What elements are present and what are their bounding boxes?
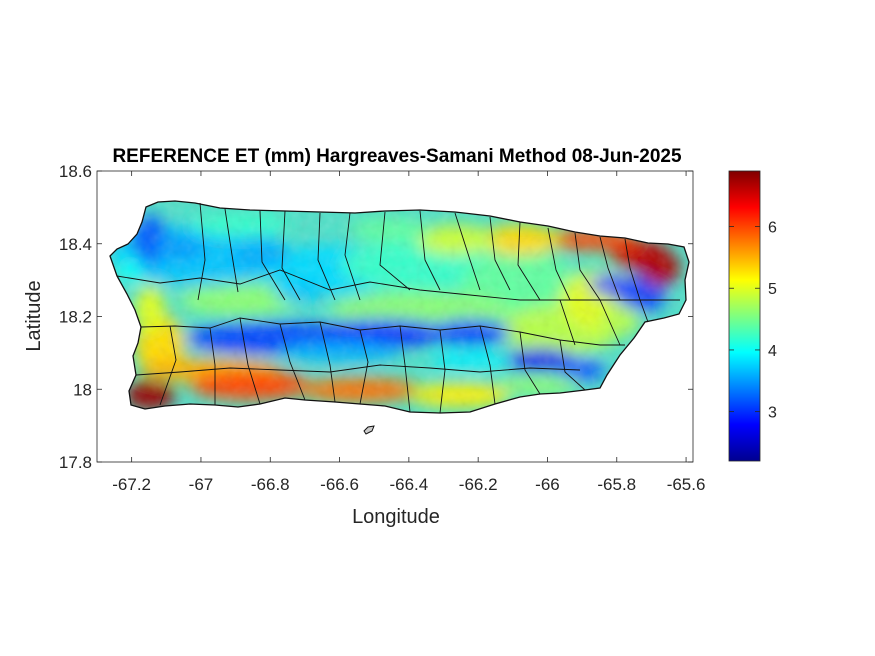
colorbar-tick-label: 4	[768, 343, 777, 360]
municipality-boundary	[159, 325, 177, 406]
municipality-boundary	[419, 210, 441, 291]
island-outline	[109, 200, 690, 414]
x-tick-label: -66.8	[251, 475, 290, 494]
municipality-boundary	[224, 208, 239, 293]
x-tick-label: -65.6	[667, 475, 706, 494]
et-field	[110, 201, 689, 413]
municipality-boundary	[359, 329, 369, 405]
x-tick-label: -67	[189, 475, 214, 494]
y-tick-label: 17.8	[59, 453, 92, 472]
municipality-boundary	[281, 210, 301, 301]
y-axis-label: Latitude	[23, 280, 45, 351]
caja-de-muertos-island	[363, 425, 375, 435]
colorbar-gradient	[728, 170, 761, 462]
x-tick-label: -66.6	[320, 475, 359, 494]
municipality-boundary	[559, 339, 586, 391]
x-tick-label: -65.8	[597, 475, 636, 494]
municipality-boundary	[259, 210, 286, 301]
municipality-boundary	[519, 331, 541, 395]
x-axis-ticks: -67.2 -67 -66.8 -66.6 -66.4 -66.2 -66 -65.8 -65.…	[112, 171, 705, 494]
municipality-boundary	[439, 329, 446, 414]
municipality-boundary	[479, 325, 496, 405]
municipality-boundary	[454, 212, 481, 291]
municipality-boundary	[317, 212, 336, 301]
municipality-boundary	[599, 236, 621, 301]
municipality-boundary	[559, 299, 576, 346]
plot-area: -67.2 -67 -66.8 -66.6 -66.4 -66.2 -66 -65.8 -65.…	[59, 162, 706, 494]
colorbar-ticks: 3 4 5 6	[729, 220, 777, 422]
municipality-boundary	[279, 323, 306, 401]
x-tick-label: -66.2	[459, 475, 498, 494]
x-tick-label: -66.4	[389, 475, 428, 494]
chart-title: REFERENCE ET (mm) Hargreaves-Samani Meth…	[112, 146, 682, 167]
x-tick-label: -66	[535, 475, 560, 494]
municipality-boundary	[574, 232, 601, 301]
municipality-boundary	[517, 221, 541, 301]
y-axis-ticks: 17.8 18 18.2 18.4 18.6	[59, 162, 693, 472]
municipality-boundary	[489, 216, 511, 291]
municipality-boundary	[116, 269, 680, 301]
municipality-boundary	[624, 238, 641, 301]
x-tick-label: -67.2	[112, 475, 151, 494]
municipality-boundary	[209, 327, 216, 405]
municipality-boundary	[379, 211, 411, 291]
municipality-boundary	[547, 227, 571, 301]
municipality-boundary	[197, 202, 206, 301]
municipality-boundary	[599, 299, 621, 346]
municipality-boundary	[319, 321, 336, 403]
municipality-boundary	[399, 325, 411, 413]
y-tick-label: 18	[73, 380, 92, 399]
colorbar: 3 4 5 6	[728, 170, 777, 462]
municipality-boundary	[140, 317, 625, 346]
municipality-boundary	[135, 364, 581, 376]
field-texture	[110, 201, 689, 413]
municipality-boundary	[239, 317, 261, 405]
y-tick-label: 18.4	[59, 235, 92, 254]
municipality-boundaries	[116, 202, 680, 414]
municipality-boundary	[639, 299, 649, 323]
colorbar-tick-label: 6	[768, 220, 777, 237]
x-axis-label: Longitude	[352, 506, 440, 528]
colorbar-tick-label: 5	[768, 281, 777, 298]
y-tick-label: 18.2	[59, 308, 92, 327]
y-tick-label: 18.6	[59, 162, 92, 181]
colorbar-tick-label: 3	[768, 405, 777, 422]
